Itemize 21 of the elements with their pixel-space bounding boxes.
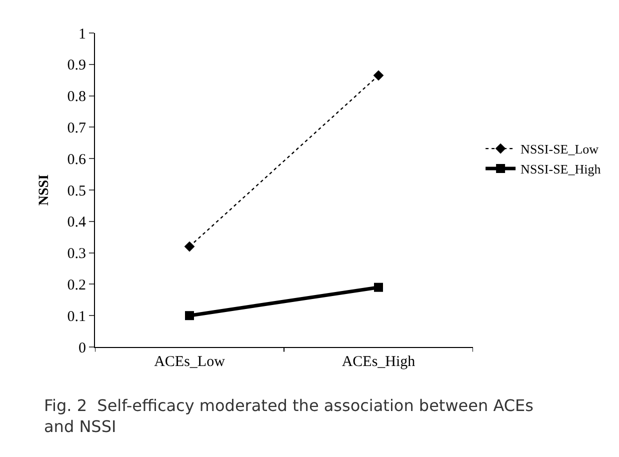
y-tick-label: 0 <box>78 340 86 356</box>
y-tick-label: 0.9 <box>67 58 86 74</box>
point <box>373 70 384 81</box>
point <box>374 282 383 292</box>
legend-label: NSSI-SE_Low <box>520 142 600 157</box>
point <box>184 241 195 252</box>
x-tick-label: ACEs_High <box>342 354 416 370</box>
y-tick-label: 0.1 <box>67 308 86 325</box>
y-tick-label: 0.4 <box>67 214 86 231</box>
y-axis-title: NSSI <box>36 174 52 206</box>
y-tick-label: 0.8 <box>67 89 86 106</box>
y-tick-label: 0.7 <box>67 120 86 136</box>
y-tick-label: 0.2 <box>67 277 86 294</box>
x-tick-label: ACEs_Low <box>154 354 226 370</box>
y-tick-label: 0.6 <box>67 152 86 168</box>
y-tick-label: 0.5 <box>67 183 86 200</box>
legend-label: NSSI-SE_High <box>520 162 602 177</box>
point <box>185 311 194 320</box>
y-tick-label: 1 <box>78 26 86 42</box>
y-tick-label: 0.3 <box>67 246 86 262</box>
caption: Fig. 2 Self-efficacy moderated the association between ACEs and NSSI <box>44 396 534 436</box>
